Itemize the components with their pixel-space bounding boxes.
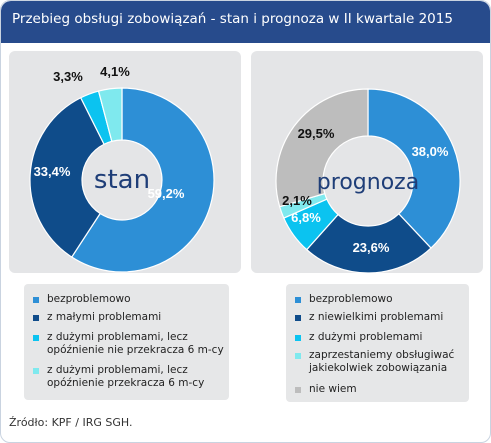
slice-1 [70,87,215,273]
legend-item: z dużymi problemami [295,331,422,344]
legend-swatch [295,387,301,393]
legend-label: bezproblemowo [47,293,131,305]
slice-label-1: 38,0% [412,144,449,159]
stan-legend: bezproblemowo z małymi problemami z dużymi… [24,284,229,400]
legend-item: z dużymi problemami, lecz opóźnienie prze… [33,364,204,390]
legend-label: z niewielkimi problemami [309,311,444,323]
legend-item: nie wiem [295,383,357,396]
chart-title: Przebieg obsługi zobowiązań - stan i pro… [12,11,453,27]
legend-swatch [33,315,39,321]
slice-1 [367,88,461,249]
center-label: prognoza [317,170,419,195]
slice-label-4: 4,1% [100,64,130,79]
slice-2 [305,212,432,274]
legend-swatch [33,335,39,341]
slice-label-3: 6,8% [291,210,321,225]
legend-label: z dużymi problemami, lecz opóźnienie prze… [47,364,205,389]
legend-label: z dużymi problemami, lecz opóźnienie nie … [47,331,224,356]
legend-swatch [295,353,301,359]
slice-label-2: 23,6% [353,240,390,255]
legend-item: bezproblemowo [33,293,131,306]
source-note: Źródło: KPF / IRG SGH. [9,416,133,429]
prognoza-legend: bezproblemowo z niewielkimi problemami z d… [286,284,469,402]
legend-label: z dużymi problemami [309,331,423,343]
slice-label-2: 33,4% [34,164,71,179]
slice-label-1: 59,2% [148,186,185,201]
slice-2 [29,96,105,258]
center-label: stan [94,165,150,195]
title-bar: Przebieg obsługi zobowiązań - stan i pro… [1,1,490,43]
legend-item: z małymi problemami [33,311,161,324]
legend-item: z niewielkimi problemami [295,311,443,324]
legend-item: bezproblemowo [295,293,393,306]
slice-4 [97,87,123,143]
legend-label: z małymi problemami [47,311,162,323]
donut-charts: 59,2% 33,4% 3,3% 4,1% stan 38,0% 23,6% 6,8% 2,1%… [29,64,461,274]
legend-swatch [295,297,301,303]
prognoza-donut: 38,0% 23,6% 6,8% 2,1% 29,5% prognoza [275,88,461,274]
legend-label: nie wiem [309,383,357,395]
legend-swatch [33,368,39,374]
legend-label: bezproblemowo [309,293,393,305]
legend-swatch [33,297,39,303]
slice-label-4: 2,1% [282,193,312,208]
legend-item: z dużymi problemami, lecz opóźnienie nie … [33,331,224,357]
legend-swatch [295,315,301,321]
legend-item: zaprzestaniemy obsługiwać jakiekolwiek zo… [295,349,454,375]
slice-label-5: 29,5% [298,126,335,141]
stan-donut: 59,2% 33,4% 3,3% 4,1% stan [29,64,215,273]
legend-swatch [295,335,301,341]
legend-label: zaprzestaniemy obsługiwać jakiekolwiek zo… [309,349,455,374]
slice-label-3: 3,3% [53,69,83,84]
slice-5 [275,88,369,208]
